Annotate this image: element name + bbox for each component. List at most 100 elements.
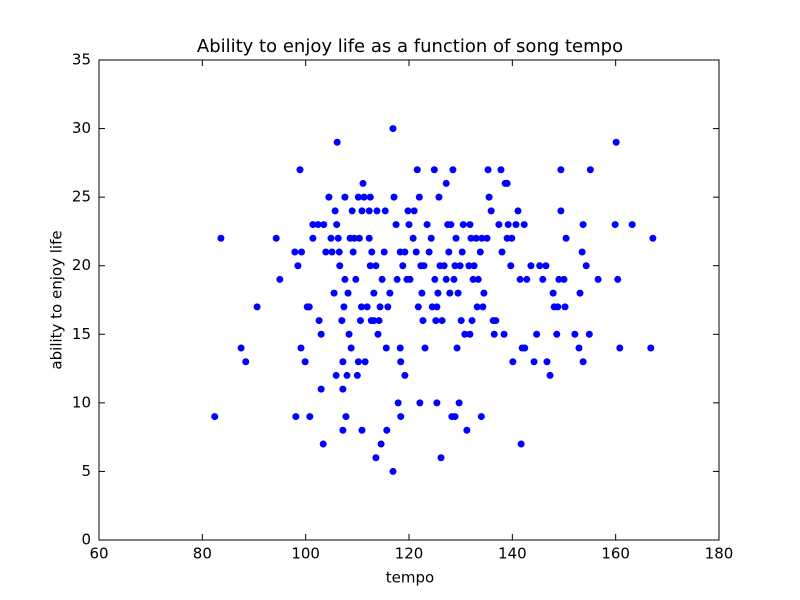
point: [339, 358, 347, 366]
point: [442, 275, 450, 283]
point: [328, 248, 336, 256]
point: [405, 221, 413, 229]
point: [354, 358, 362, 366]
point: [372, 262, 380, 270]
point: [539, 275, 547, 283]
point: [404, 207, 412, 215]
y-tick-label: 20: [72, 256, 91, 274]
point: [317, 330, 325, 338]
point: [309, 221, 317, 229]
point: [365, 234, 373, 242]
point: [449, 166, 457, 174]
point: [420, 262, 428, 270]
point: [386, 289, 394, 297]
point: [377, 440, 385, 448]
plot-frame: [98, 59, 720, 541]
point: [456, 262, 464, 270]
point: [514, 207, 522, 215]
point: [536, 262, 544, 270]
point: [523, 275, 531, 283]
y-axis-label: ability to enjoy life: [48, 230, 66, 369]
point: [571, 330, 579, 338]
y-tick-label: 35: [72, 51, 91, 69]
point: [291, 248, 299, 256]
point: [517, 440, 525, 448]
point: [409, 234, 417, 242]
y-tick-label: 30: [72, 119, 91, 137]
point: [575, 344, 583, 352]
point: [585, 330, 593, 338]
point: [451, 413, 459, 421]
point: [360, 193, 368, 201]
point: [507, 262, 515, 270]
point: [445, 248, 453, 256]
point: [576, 289, 584, 297]
point: [333, 138, 341, 146]
point: [392, 221, 400, 229]
point: [374, 330, 382, 338]
point: [383, 426, 391, 434]
point: [497, 166, 505, 174]
point: [527, 262, 535, 270]
point: [237, 344, 245, 352]
point: [561, 303, 569, 311]
x-tick-label: 100: [291, 545, 320, 563]
point: [327, 234, 335, 242]
x-tick-label: 160: [601, 545, 630, 563]
point: [520, 221, 528, 229]
point: [322, 248, 330, 256]
point: [375, 317, 383, 325]
point: [406, 275, 414, 283]
point: [401, 248, 409, 256]
point: [419, 317, 427, 325]
point: [437, 454, 445, 462]
point: [330, 289, 338, 297]
point: [381, 207, 389, 215]
y-tick-label: 0: [81, 531, 91, 549]
point: [432, 317, 440, 325]
point: [459, 221, 467, 229]
point: [344, 289, 352, 297]
point: [320, 221, 328, 229]
point: [594, 275, 602, 283]
point: [396, 344, 404, 352]
point: [480, 289, 488, 297]
point: [348, 207, 356, 215]
point: [440, 262, 448, 270]
point: [500, 330, 508, 338]
chart-title: Ability to enjoy life as a function of s…: [197, 36, 623, 57]
point: [390, 193, 398, 201]
point: [554, 303, 562, 311]
point: [370, 317, 378, 325]
point: [347, 344, 355, 352]
point: [332, 371, 340, 379]
point: [557, 166, 565, 174]
point: [412, 248, 420, 256]
x-axis-label: tempo: [386, 569, 434, 587]
point: [647, 344, 655, 352]
point: [553, 330, 561, 338]
point: [468, 317, 476, 325]
point: [331, 207, 339, 215]
point: [368, 248, 376, 256]
point: [495, 221, 503, 229]
point: [352, 275, 360, 283]
y-tick-label: 25: [72, 188, 91, 206]
point: [466, 221, 474, 229]
y-tick-label: 15: [72, 325, 91, 343]
point: [341, 275, 349, 283]
point: [338, 317, 346, 325]
point: [296, 166, 304, 174]
point: [542, 262, 550, 270]
point: [354, 193, 362, 201]
point: [484, 166, 492, 174]
point: [492, 317, 500, 325]
point: [498, 248, 506, 256]
point: [469, 275, 477, 283]
x-tick-label: 80: [193, 545, 212, 563]
point: [350, 234, 358, 242]
point: [530, 358, 538, 366]
point: [416, 399, 424, 407]
